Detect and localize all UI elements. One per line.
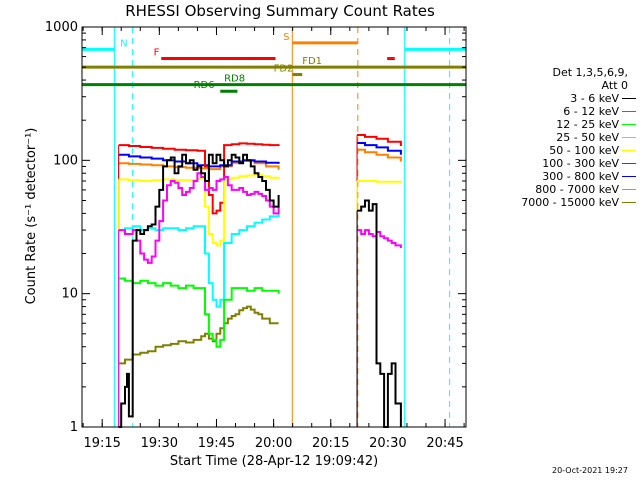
legend-entry: 800 - 7000 keV <box>478 183 638 196</box>
series-line-6-seg-0 <box>118 153 280 168</box>
legend-label: 7000 - 15000 keV <box>521 196 619 209</box>
series-line-8-seg-0 <box>118 305 279 365</box>
series-line-5-seg-1 <box>357 134 402 146</box>
x-tick-label-4: 20:15 <box>312 436 349 451</box>
y-tick-label-3: 1000 <box>45 20 78 35</box>
legend-swatch <box>622 202 636 203</box>
series-line-5-seg-0 <box>118 142 280 215</box>
y-tick-label-2: 100 <box>53 153 78 168</box>
x-tick-label-3: 20:00 <box>255 436 292 451</box>
legend-swatch <box>622 98 636 99</box>
legend-entry: 100 - 300 keV <box>478 157 638 170</box>
legend-swatch <box>622 137 636 138</box>
x-tick-label-5: 20:30 <box>369 436 406 451</box>
legend-label: 800 - 7000 keV <box>535 183 619 196</box>
chart-title: RHESSI Observing Summary Count Rates <box>125 2 435 20</box>
legend-label: 50 - 100 keV <box>549 144 619 157</box>
y-tick-label-0: 1 <box>70 420 78 435</box>
legend-swatch <box>622 176 636 177</box>
series-line-1-seg-1 <box>357 229 402 248</box>
legend: Det 1,3,5,6,9, Att 0 3 - 6 keV 6 - 12 keV… <box>478 66 638 209</box>
x-tick-label-0: 19:15 <box>83 436 120 451</box>
series-line-4-seg-1 <box>357 180 402 183</box>
legend-title-line-1: Det 1,3,5,6,9, <box>552 66 628 79</box>
legend-swatch <box>622 111 636 112</box>
x-axis-label: Start Time (28-Apr-12 19:09:42) <box>169 454 379 469</box>
x-tick-label-2: 19:45 <box>198 436 235 451</box>
legend-entry: 300 - 800 keV <box>478 170 638 183</box>
legend-entries: 3 - 6 keV 6 - 12 keV 12 - 25 keV 25 - 50 ke… <box>478 92 638 209</box>
y-axis-label: Count Rate (s⁻¹ detector⁻¹) <box>24 127 39 305</box>
series-line-1-seg-0 <box>118 172 280 264</box>
legend-swatch <box>622 163 636 164</box>
marker-label-rd8: RD8 <box>224 74 245 85</box>
marker-label-fd1: FD1 <box>302 56 322 67</box>
legend-title-line-2: Att 0 <box>601 79 628 92</box>
generation-timestamp: 20-Oct-2021 19:27 <box>552 466 628 475</box>
legend-entry: 7000 - 15000 keV <box>478 196 638 209</box>
legend-entry: 6 - 12 keV <box>478 105 638 118</box>
legend-label: 12 - 25 keV <box>556 118 619 131</box>
marker-label-fd2: FD2 <box>274 64 294 75</box>
marker-label-s: S <box>283 32 289 43</box>
legend-label: 3 - 6 keV <box>570 92 619 105</box>
legend-entry: 25 - 50 keV <box>478 131 638 144</box>
marker-label-n: N <box>120 38 127 49</box>
y-tick-label-1: 10 <box>61 287 78 302</box>
legend-label: 6 - 12 keV <box>563 105 619 118</box>
series-line-0-seg-1 <box>357 199 402 428</box>
legend-label: 100 - 300 keV <box>542 157 619 170</box>
x-tick-label-6: 20:45 <box>426 436 463 451</box>
series-line-7-seg-1 <box>357 148 402 162</box>
legend-label: 25 - 50 keV <box>556 131 619 144</box>
series-line-2-seg-0 <box>118 277 280 348</box>
x-tick-label-1: 19:30 <box>141 436 178 451</box>
legend-swatch <box>622 150 636 151</box>
legend-swatch <box>622 189 636 190</box>
series-line-3-seg-0 <box>118 213 280 308</box>
legend-swatch <box>622 124 636 125</box>
legend-label: 300 - 800 keV <box>542 170 619 183</box>
series-line-6-seg-1 <box>357 142 402 155</box>
series-line-0-seg-0 <box>118 153 280 428</box>
legend-entry: 3 - 6 keV <box>478 92 638 105</box>
legend-entry: 50 - 100 keV <box>478 144 638 157</box>
legend-entry: 12 - 25 keV <box>478 118 638 131</box>
series-line-4-seg-0 <box>118 173 280 247</box>
marker-label-f: F <box>154 48 160 59</box>
